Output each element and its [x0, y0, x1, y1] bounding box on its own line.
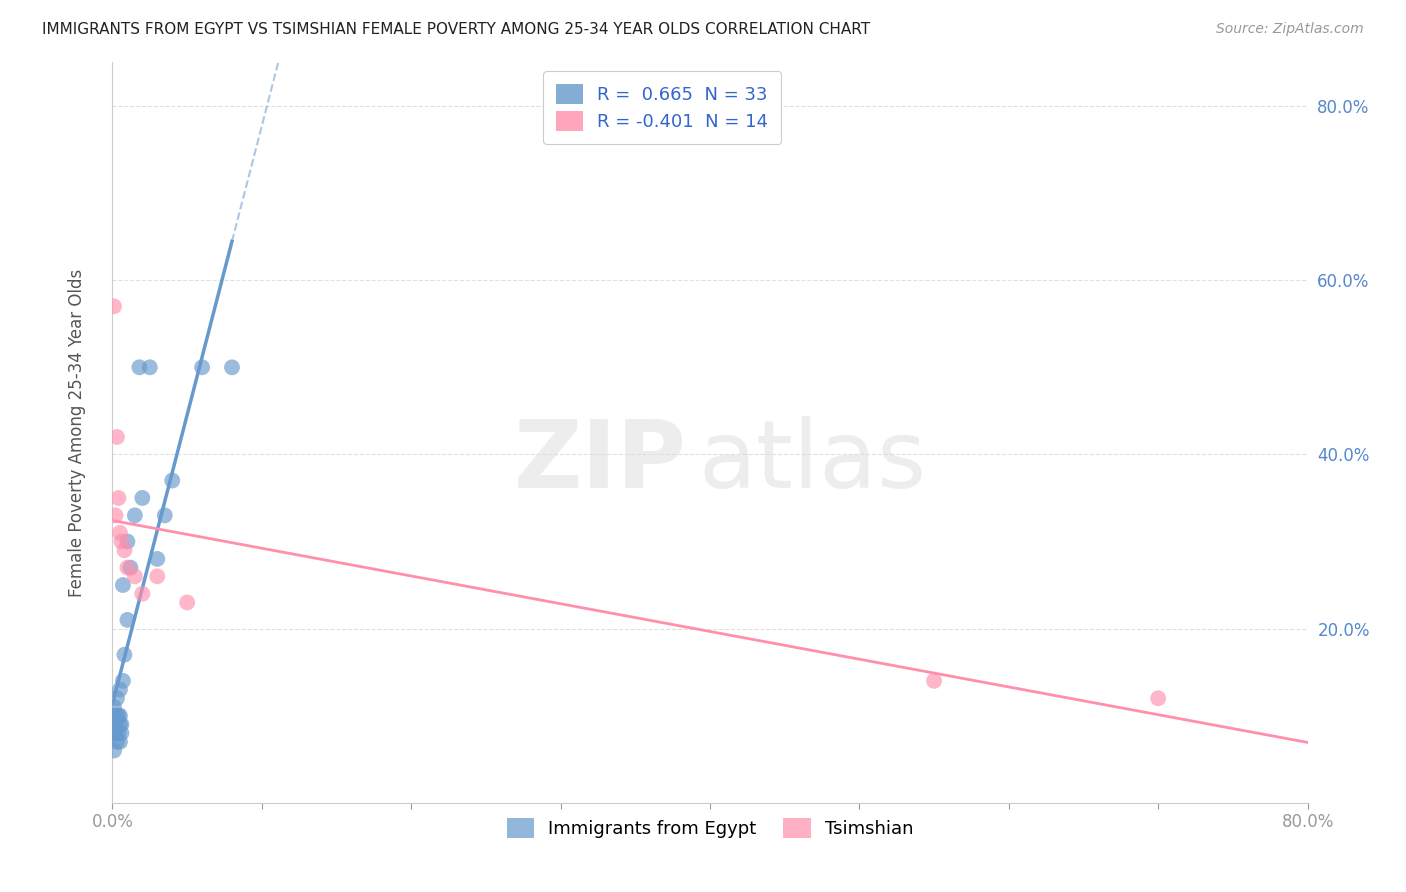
Point: [107, 708, 129, 723]
Point: [105, 735, 128, 749]
Point: [139, 360, 162, 375]
Point: [105, 708, 128, 723]
Point: [117, 560, 139, 574]
Point: [108, 525, 131, 540]
Point: [131, 491, 153, 505]
Text: IMMIGRANTS FROM EGYPT VS TSIMSHIAN FEMALE POVERTY AMONG 25-34 YEAR OLDS CORRELAT: IMMIGRANTS FROM EGYPT VS TSIMSHIAN FEMAL…: [42, 22, 870, 37]
Point: [110, 726, 132, 740]
Point: [117, 534, 139, 549]
Point: [103, 717, 125, 731]
Point: [103, 708, 125, 723]
Point: [108, 682, 131, 697]
Point: [153, 508, 176, 523]
Point: [105, 430, 128, 444]
Point: [110, 534, 132, 549]
Point: [108, 708, 131, 723]
Point: [146, 569, 169, 583]
Point: [108, 735, 131, 749]
Point: [120, 560, 142, 574]
Y-axis label: Female Poverty Among 25-34 Year Olds: Female Poverty Among 25-34 Year Olds: [67, 268, 86, 597]
Point: [107, 726, 129, 740]
Text: ZIP: ZIP: [513, 417, 686, 508]
Point: [108, 717, 131, 731]
Text: atlas: atlas: [699, 417, 927, 508]
Point: [104, 508, 127, 523]
Legend: Immigrants from Egypt, Tsimshian: Immigrants from Egypt, Tsimshian: [499, 811, 921, 846]
Point: [107, 491, 129, 505]
Point: [103, 700, 125, 714]
Point: [104, 717, 127, 731]
Point: [103, 726, 125, 740]
Point: [128, 360, 150, 375]
Point: [124, 569, 146, 583]
Text: Source: ZipAtlas.com: Source: ZipAtlas.com: [1216, 22, 1364, 37]
Point: [103, 299, 125, 313]
Point: [176, 595, 198, 609]
Point: [103, 743, 125, 757]
Point: [111, 673, 134, 688]
Point: [111, 578, 134, 592]
Point: [114, 543, 135, 558]
Point: [1147, 691, 1170, 706]
Point: [162, 474, 183, 488]
Point: [146, 552, 169, 566]
Point: [922, 673, 945, 688]
Point: [124, 508, 146, 523]
Point: [105, 691, 128, 706]
Point: [117, 613, 139, 627]
Point: [131, 587, 153, 601]
Point: [191, 360, 214, 375]
Point: [110, 717, 132, 731]
Point: [221, 360, 243, 375]
Point: [114, 648, 135, 662]
Point: [104, 726, 127, 740]
